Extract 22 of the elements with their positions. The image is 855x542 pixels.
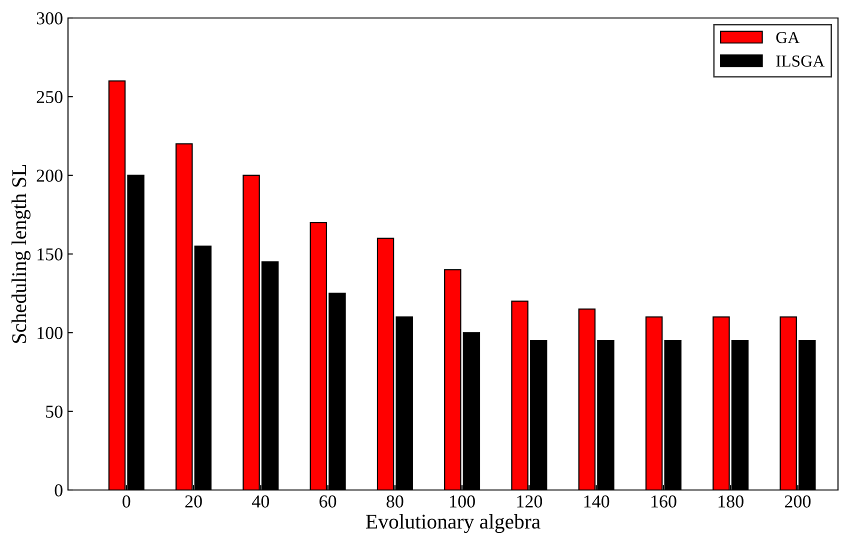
y-tick-label: 250 (36, 90, 62, 104)
x-tick-label: 100 (450, 495, 475, 508)
x-axis-title: Evolutionary algebra (366, 514, 540, 533)
legend-label: ILSGA (776, 56, 825, 67)
x-tick-label: 120 (517, 495, 542, 508)
y-tick-label: 100 (38, 326, 62, 340)
x-tick-label: 80 (386, 495, 404, 508)
y-tick-label: 150 (38, 248, 62, 260)
y-tick-label: 200 (36, 170, 62, 182)
y-axis-title: Scheduling length SL (12, 164, 30, 343)
x-tick-label: 180 (718, 495, 744, 508)
x-tick-label: 160 (652, 495, 676, 508)
x-tick-label: 200 (784, 495, 811, 508)
y-tick-label: 50 (46, 406, 62, 418)
x-tick-label: 40 (252, 495, 270, 508)
x-tick-label: 140 (584, 495, 610, 508)
x-tick-label: 0 (122, 495, 130, 508)
y-tick-label: 300 (36, 12, 62, 24)
legend-label: GA (776, 32, 800, 44)
x-tick-label: 20 (185, 495, 202, 508)
x-tick-label: 60 (320, 495, 336, 508)
y-tick-label: 0 (54, 484, 62, 496)
